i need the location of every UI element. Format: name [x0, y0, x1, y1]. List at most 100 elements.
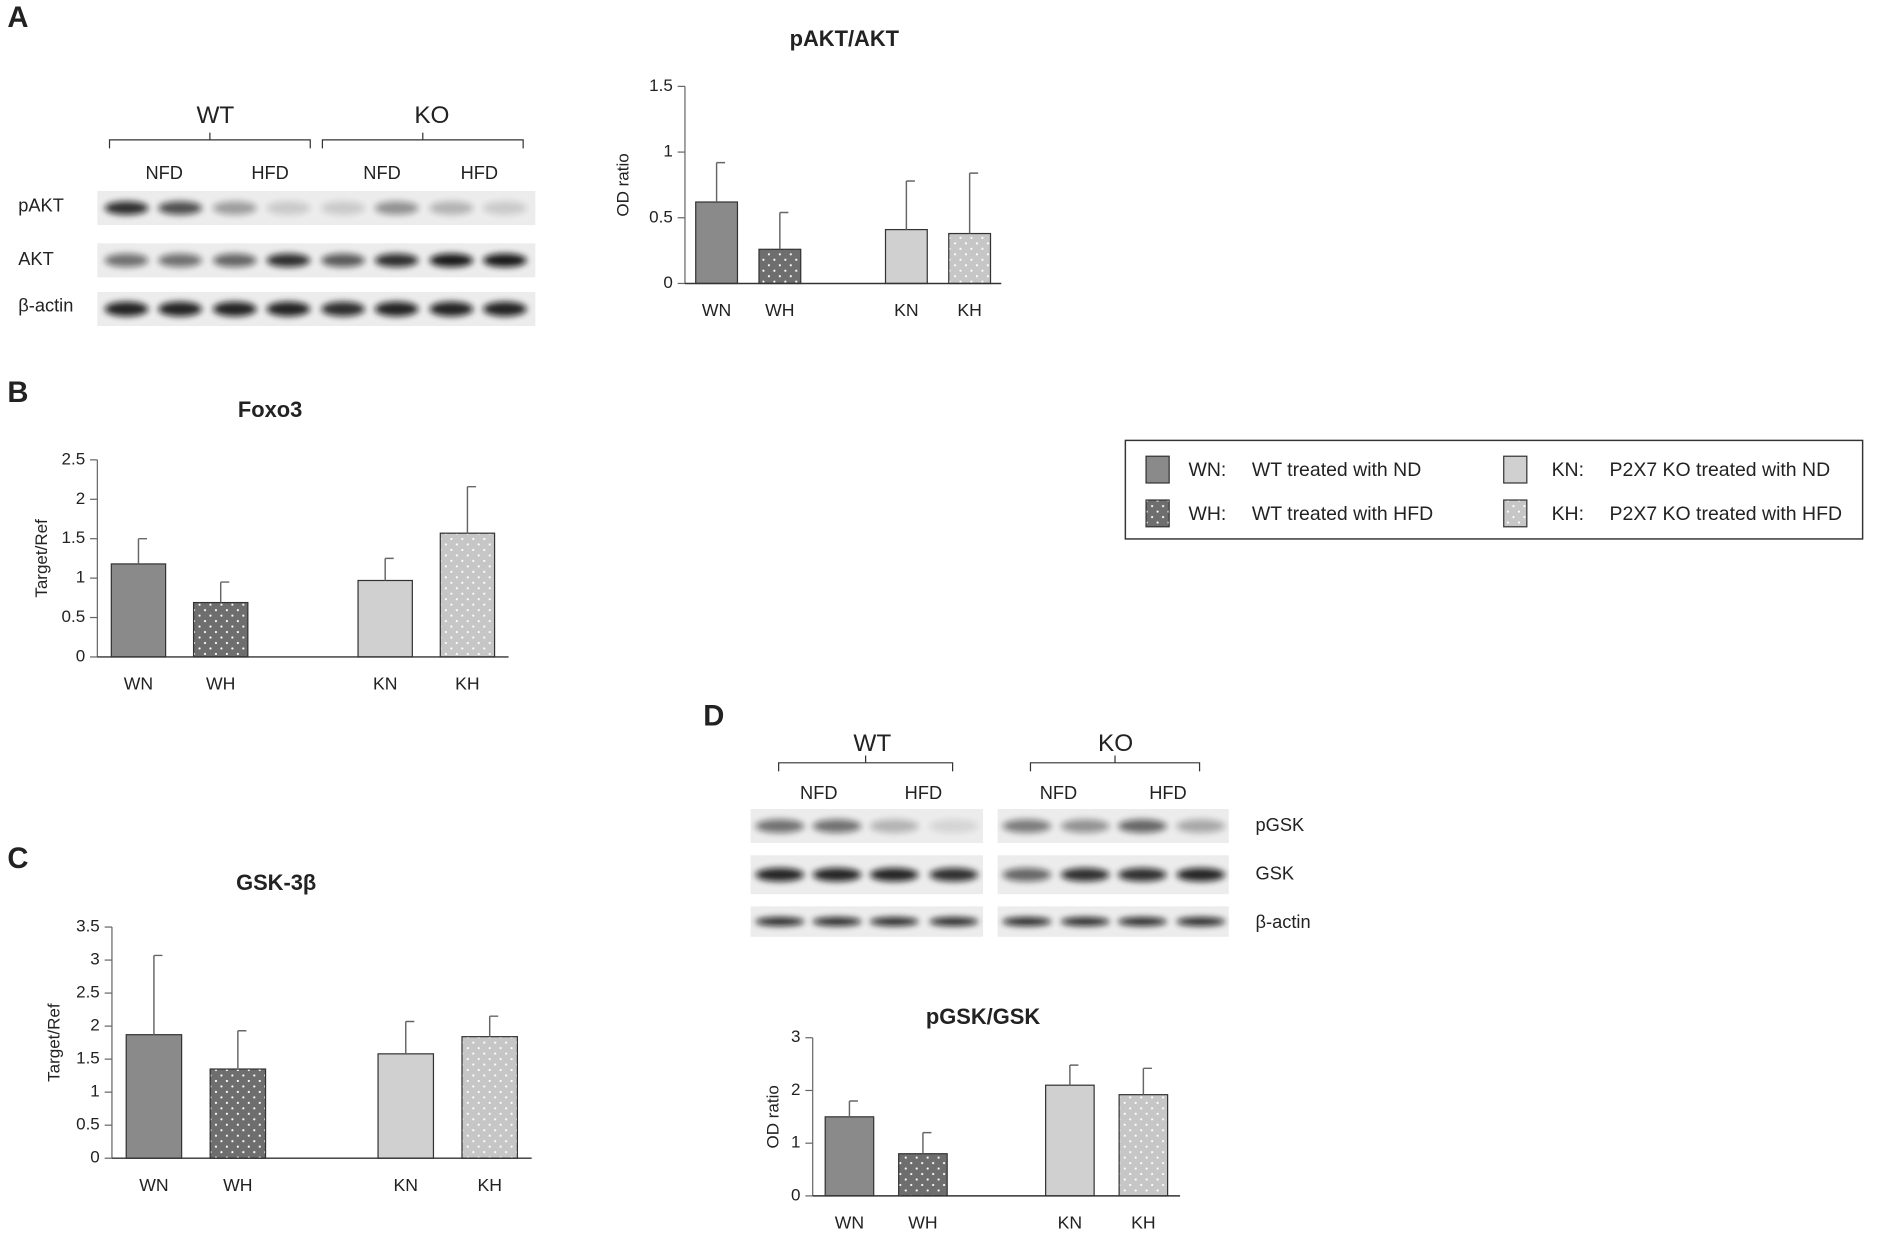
- condition-label: NFD: [800, 782, 837, 803]
- y-tick-label: 2.5: [76, 983, 100, 1002]
- blot-band: [321, 301, 365, 317]
- blot-band: [755, 819, 805, 833]
- legend-swatch: [1503, 455, 1528, 484]
- error-bar: [488, 1015, 499, 1037]
- error-bar: [1069, 1064, 1079, 1086]
- blot-band: [429, 253, 474, 268]
- blot-band: [1118, 917, 1167, 926]
- y-tick-label: 0.5: [76, 1115, 100, 1134]
- blot-band: [929, 917, 979, 926]
- group-label: WT: [196, 102, 234, 129]
- blot-band: [1118, 868, 1167, 882]
- blot-band: [1118, 819, 1167, 833]
- blot-band: [104, 301, 149, 317]
- blot-band: [812, 917, 862, 926]
- blot-band: [1176, 917, 1226, 926]
- x-tick-label: WN: [124, 674, 153, 694]
- legend-label: P2X7 KO treated with HFD: [1610, 503, 1842, 525]
- condition-label: HFD: [251, 162, 288, 183]
- y-tick-label: 1: [791, 1133, 800, 1152]
- blot-band: [429, 301, 474, 317]
- y-tick-label: 1: [90, 1082, 99, 1101]
- x-tick-label: WH: [223, 1175, 252, 1195]
- bar: [461, 1036, 519, 1159]
- error-bar: [848, 1100, 858, 1117]
- legend-swatch: [1145, 499, 1170, 528]
- y-tick-label: 0: [76, 646, 85, 665]
- blot-band: [1060, 868, 1110, 882]
- bar: [1118, 1094, 1169, 1197]
- row-label: β-actin: [18, 294, 73, 315]
- legend-swatch: [1145, 455, 1170, 484]
- y-tick-label: 2.5: [62, 449, 86, 468]
- y-tick-label: 2: [76, 489, 85, 508]
- condition-label: HFD: [1149, 782, 1186, 803]
- condition-label: HFD: [461, 162, 498, 183]
- condition-label: NFD: [146, 162, 183, 183]
- x-tick-label: KN: [894, 300, 918, 320]
- row-label: GSK: [1256, 863, 1295, 884]
- blot-band: [104, 253, 149, 268]
- blot-band: [812, 868, 862, 882]
- bracket: [321, 132, 524, 149]
- blot-band: [1176, 868, 1226, 882]
- chart-title: pAKT/AKT: [790, 26, 900, 51]
- bar: [948, 232, 992, 285]
- x-tick-label: WH: [765, 300, 794, 320]
- chart-title: GSK-3β: [236, 870, 316, 895]
- x-tick-label: KN: [1058, 1213, 1082, 1233]
- y-axis-label: Target/Ref: [32, 519, 51, 598]
- group-label: KO: [414, 102, 449, 129]
- blot-band: [321, 253, 365, 268]
- blot-band: [483, 301, 527, 317]
- group-label: KO: [1098, 730, 1133, 757]
- legend-code: WH:: [1189, 503, 1227, 525]
- bar: [695, 201, 739, 285]
- error-bar: [905, 180, 915, 230]
- legend-code: KH:: [1552, 503, 1584, 525]
- x-tick-label: WH: [908, 1213, 937, 1233]
- blot-band: [212, 201, 257, 215]
- legend-box: [1124, 439, 1864, 540]
- x-tick-label: KH: [477, 1175, 501, 1195]
- legend-label: P2X7 KO treated with ND: [1610, 459, 1831, 481]
- y-tick-label: 0: [791, 1185, 800, 1204]
- error-bar: [384, 557, 394, 581]
- bracket: [108, 132, 311, 149]
- error-bar: [922, 1131, 932, 1154]
- blot-band: [374, 253, 419, 268]
- legend-code: WN:: [1189, 459, 1227, 481]
- error-bar: [153, 954, 163, 1035]
- x-tick-label: WN: [835, 1213, 864, 1233]
- y-tick-label: 3: [791, 1027, 800, 1046]
- x-tick-label: KN: [394, 1175, 418, 1195]
- panel-letter: D: [703, 700, 724, 732]
- blot-band: [1060, 819, 1110, 833]
- blot-band: [266, 301, 311, 317]
- error-bar: [779, 211, 789, 250]
- blot-band: [1002, 917, 1052, 926]
- blot-band: [212, 253, 257, 268]
- x-tick-label: KH: [455, 674, 479, 694]
- row-label: pGSK: [1256, 814, 1305, 835]
- bar: [758, 248, 802, 285]
- y-tick-label: 1.5: [62, 528, 86, 547]
- legend-swatch: [1503, 499, 1528, 528]
- y-tick-label: 0: [90, 1148, 99, 1167]
- chart-title: pGSK/GSK: [926, 1004, 1040, 1029]
- y-tick-label: 0.5: [62, 607, 86, 626]
- x-tick-label: WH: [206, 674, 235, 694]
- blot-band: [483, 201, 527, 215]
- blot-band: [266, 201, 311, 215]
- legend-label: WT treated with HFD: [1252, 503, 1433, 525]
- bar: [1045, 1084, 1095, 1197]
- bar: [125, 1034, 183, 1159]
- x-tick-label: KH: [1131, 1213, 1155, 1233]
- row-label: β-actin: [1256, 911, 1311, 932]
- bar: [357, 579, 413, 658]
- y-axis-label: Target/Ref: [44, 1003, 63, 1082]
- blot-band: [869, 917, 919, 926]
- blot-band: [755, 868, 805, 882]
- blot-band: [212, 301, 257, 317]
